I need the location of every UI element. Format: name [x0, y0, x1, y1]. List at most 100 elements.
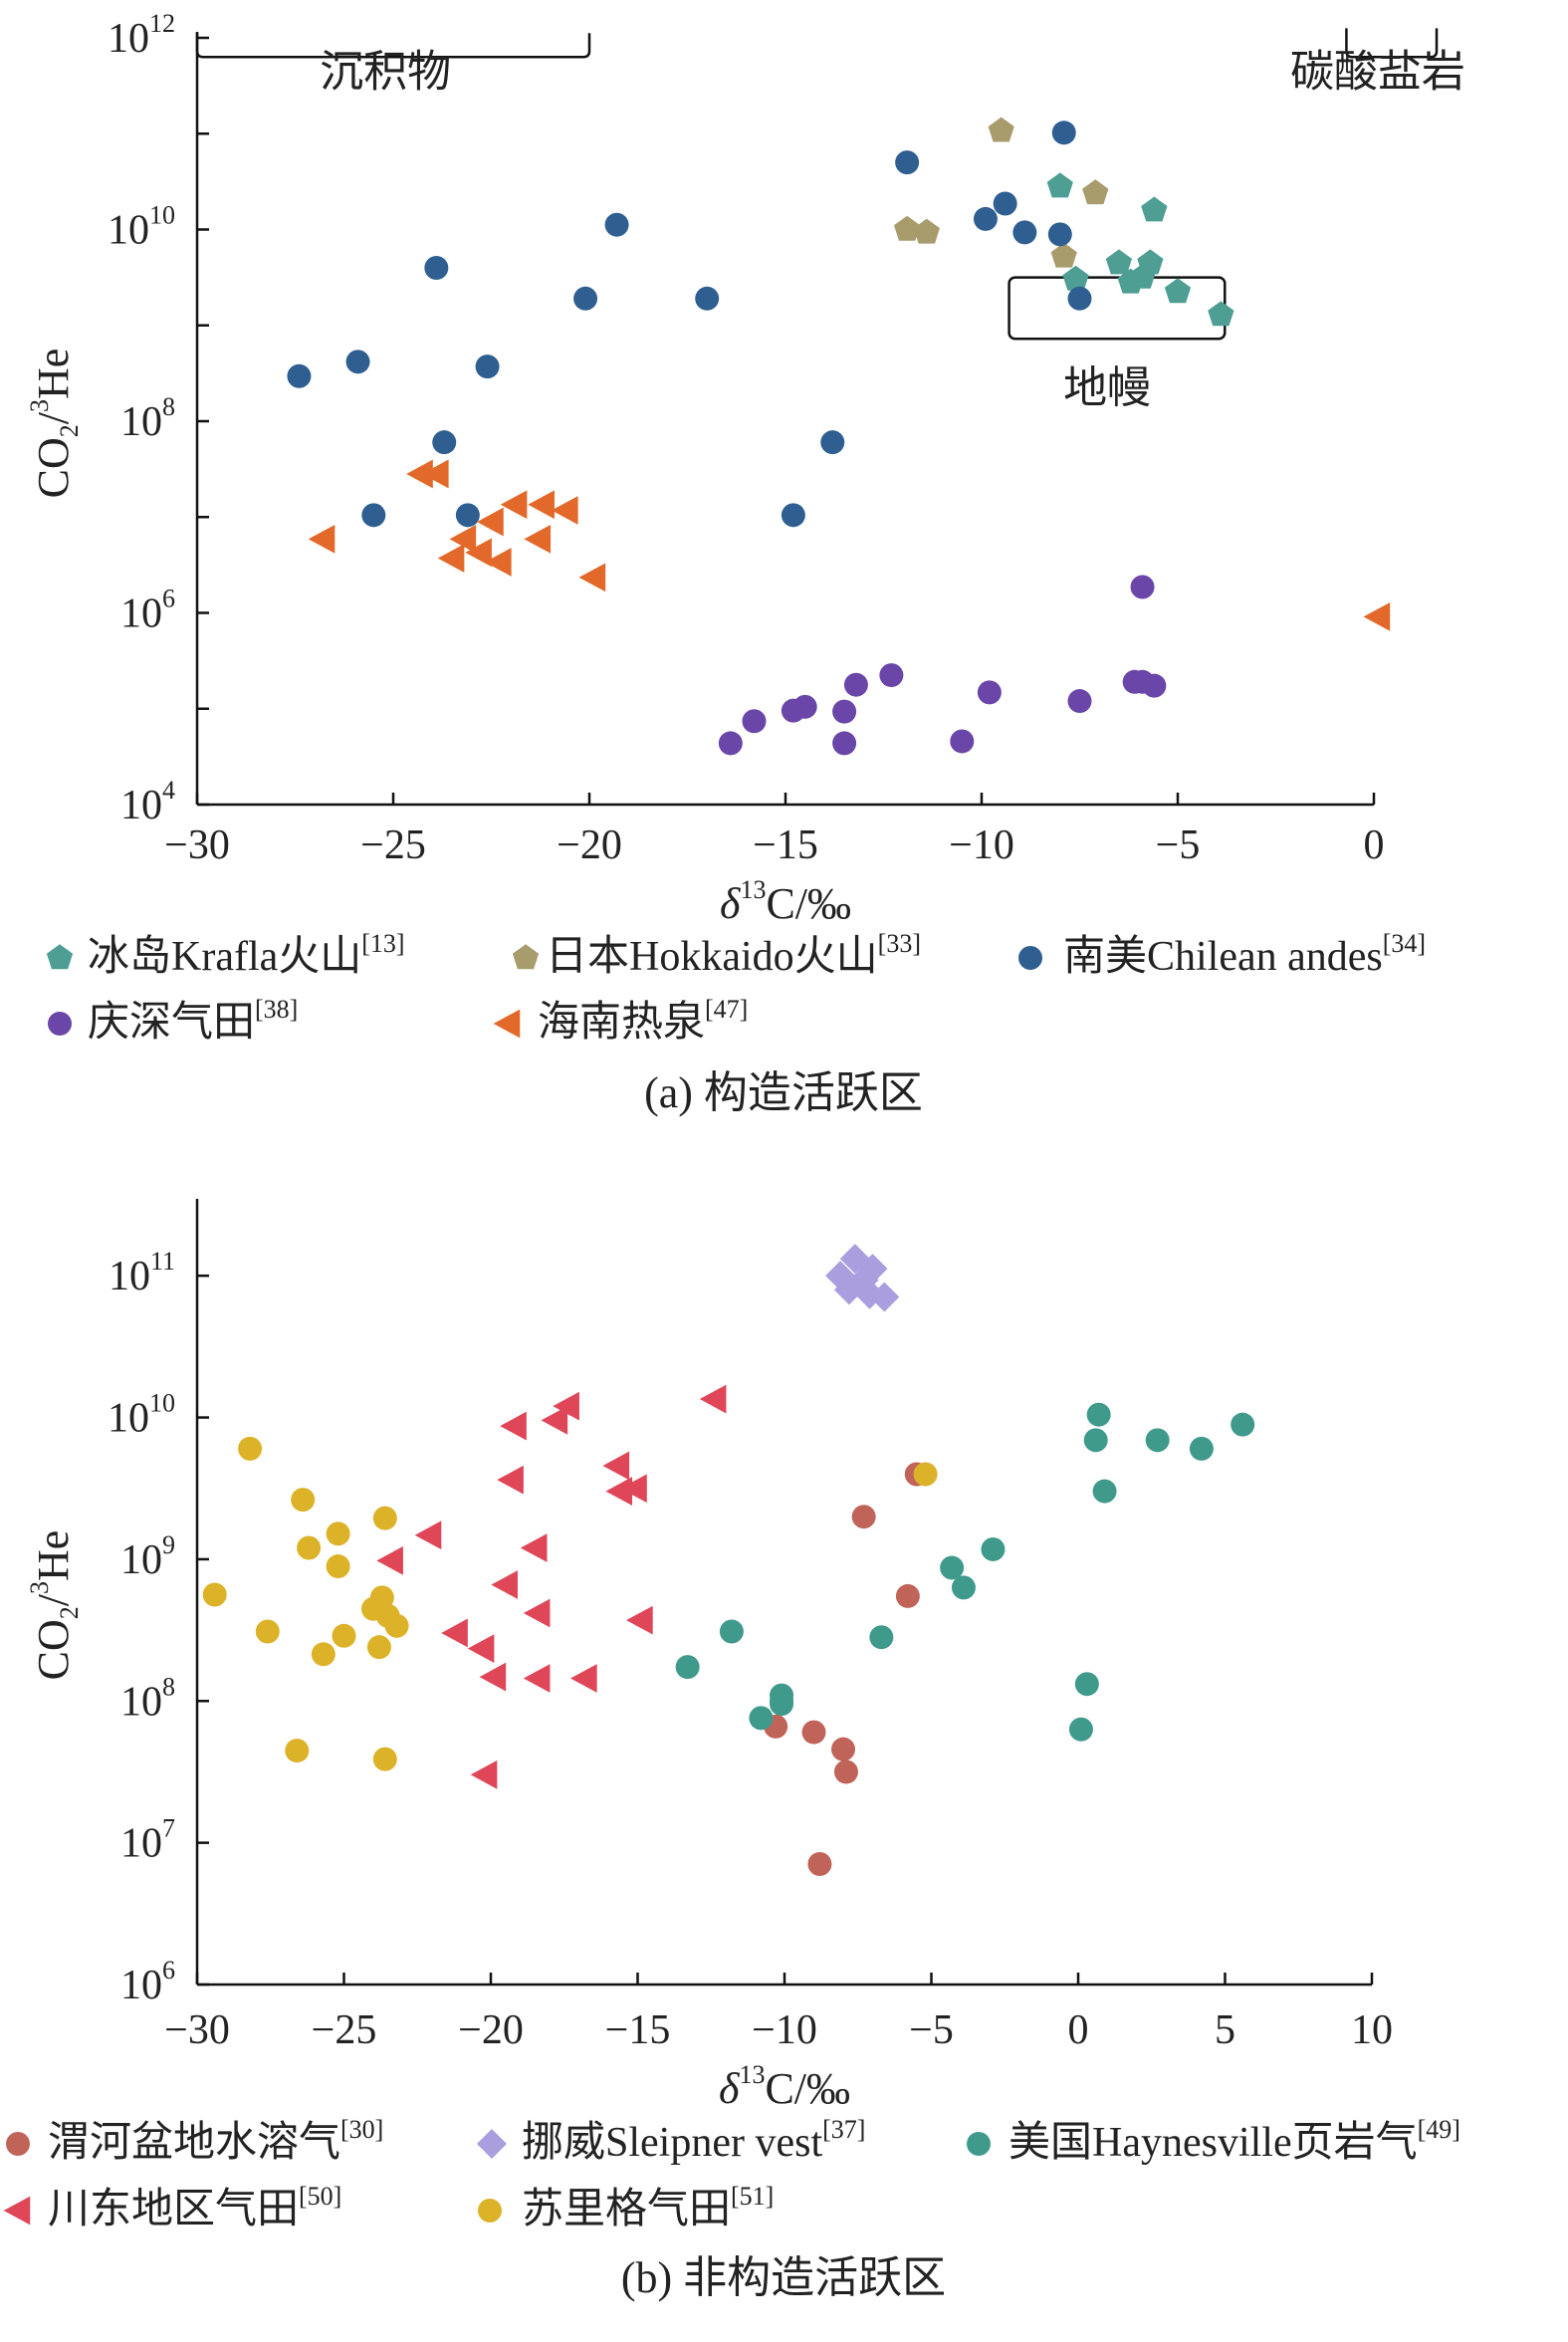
series-1 — [825, 1244, 900, 1312]
y-tick-base: 10 — [120, 591, 162, 637]
legend-name: 庆深气田 — [88, 1000, 255, 1046]
data-point — [500, 1411, 527, 1441]
data-point — [202, 1582, 227, 1607]
y-tick-label: 106 — [120, 1956, 175, 2008]
legend-marker — [6, 2132, 30, 2156]
x-axis-sup: 13 — [739, 2060, 765, 2089]
data-point — [988, 117, 1014, 142]
data-point — [895, 150, 920, 175]
data-point — [833, 1275, 864, 1305]
data-point — [973, 206, 998, 231]
data-point — [406, 459, 433, 489]
series-3 — [718, 575, 1167, 756]
data-point — [470, 1759, 498, 1789]
legend-ref: [51] — [731, 2182, 774, 2211]
data-point — [1047, 222, 1072, 247]
x-tick-label: −10 — [752, 2007, 817, 2053]
data-point — [820, 430, 845, 455]
legend-ref: [34] — [1383, 929, 1426, 958]
legend-marker — [1018, 946, 1042, 970]
data-point — [524, 524, 552, 554]
data-point — [255, 1619, 280, 1644]
data-point — [1363, 601, 1391, 631]
legend-marker — [46, 944, 74, 970]
x-axis-delta: δ — [719, 2064, 741, 2113]
legend-ref: [47] — [705, 995, 748, 1024]
data-point — [311, 1642, 336, 1667]
data-point — [1083, 1428, 1108, 1453]
legend-name: 日本Hokkaido火山 — [546, 934, 878, 980]
x-tick-label: −10 — [949, 822, 1014, 868]
y-tick-label: 1011 — [109, 1247, 175, 1299]
data-point — [441, 1618, 468, 1648]
data-point — [719, 1619, 744, 1644]
data-point — [1130, 575, 1155, 599]
data-point — [372, 1747, 397, 1771]
data-point — [238, 1436, 263, 1461]
data-point — [372, 1506, 397, 1530]
region-box — [195, 33, 591, 59]
data-point — [287, 363, 312, 388]
data-point — [449, 524, 477, 554]
data-point — [781, 698, 805, 723]
data-point — [940, 1555, 965, 1580]
data-point — [528, 490, 555, 520]
y-tick-label: 107 — [120, 1814, 175, 1867]
y-tick-label: 106 — [120, 585, 175, 637]
data-point — [851, 1505, 876, 1529]
legend-name: 海南热泉 — [538, 1000, 705, 1046]
series-3 — [376, 1384, 727, 1789]
data-point — [1082, 179, 1109, 205]
data-point — [831, 1737, 855, 1761]
legend-name: 美国Haynesville页岩气 — [1008, 2120, 1418, 2166]
x-tick-label: −5 — [1156, 822, 1201, 868]
data-point — [993, 191, 1017, 216]
x-tick-label: −15 — [605, 2007, 671, 2053]
region-box — [1345, 28, 1439, 59]
y-tick-exponent: 9 — [162, 1530, 175, 1559]
data-point — [894, 215, 921, 241]
y-tick-base: 10 — [120, 1821, 162, 1867]
series-0 — [1046, 172, 1234, 327]
y-tick-base: 10 — [108, 16, 149, 62]
data-point — [879, 663, 904, 688]
data-point — [520, 1533, 548, 1562]
legend-label: 美国Haynesville页岩气[49] — [1008, 2115, 1460, 2166]
data-point — [479, 1662, 507, 1692]
chart-panel-b: −30 −25 −20 −15 −10 −5 0 5 101061071081091010101… — [3, 1199, 1460, 2302]
y-tick-exponent: 4 — [162, 776, 175, 805]
data-point — [297, 1535, 322, 1560]
data-point — [977, 680, 1002, 705]
data-point — [1105, 249, 1132, 275]
data-point — [981, 1536, 1006, 1561]
x-axis-delta: δ — [720, 879, 742, 928]
data-point — [455, 503, 480, 528]
data-point — [801, 1720, 826, 1745]
y-tick-base: 10 — [108, 208, 149, 254]
data-point — [604, 212, 629, 237]
x-tick-label: 0 — [1364, 822, 1385, 868]
data-point — [742, 709, 767, 734]
y-axis-rest: He — [29, 349, 78, 399]
data-point — [620, 1474, 647, 1504]
y-axis-sub: 2 — [55, 424, 84, 437]
data-point — [781, 503, 805, 528]
legend-marker — [477, 2129, 507, 2159]
legend-ref: [38] — [255, 995, 298, 1024]
data-point — [573, 286, 598, 311]
legend-name: 渭河盆地水溶气 — [48, 2119, 340, 2166]
legend-name: 苏里格气田 — [522, 2187, 731, 2232]
data-point — [1231, 1412, 1255, 1437]
legend-marker — [478, 2199, 502, 2223]
y-tick-base: 10 — [120, 399, 162, 445]
data-point — [366, 1635, 391, 1660]
y-tick-label: 109 — [120, 1530, 175, 1583]
data-point — [424, 256, 449, 280]
data-point — [384, 1613, 409, 1638]
legend-ref: [50] — [299, 2182, 341, 2211]
x-axis-title: δ13C/‰ — [719, 2060, 850, 2113]
data-point — [308, 524, 336, 554]
legend-marker — [3, 2196, 31, 2225]
y-tick-exponent: 8 — [162, 1672, 175, 1701]
data-point — [626, 1605, 653, 1635]
